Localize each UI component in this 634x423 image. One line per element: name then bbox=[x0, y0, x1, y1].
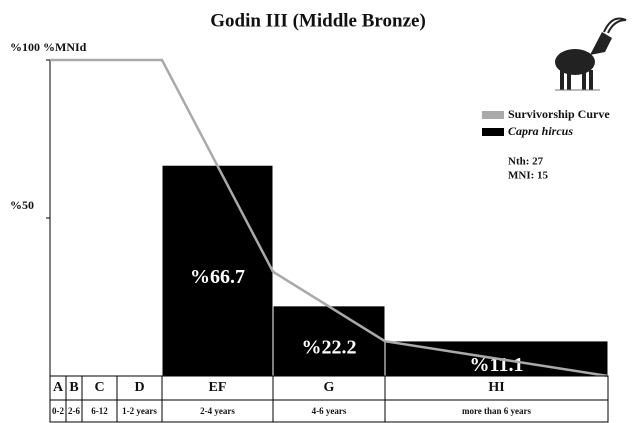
legend-swatch bbox=[482, 128, 504, 136]
category-label: B bbox=[69, 380, 78, 395]
category-table bbox=[49, 375, 609, 423]
age-range-label: more than 6 years bbox=[462, 406, 532, 416]
bar bbox=[161, 164, 274, 377]
legend-label: Survivorship Curve bbox=[508, 107, 610, 121]
y-tick-label: %50 bbox=[10, 198, 34, 212]
y-tick-label: %100 %MNId bbox=[10, 40, 87, 54]
category-label: G bbox=[324, 380, 335, 395]
survivorship-curve bbox=[50, 58, 609, 378]
age-range-label: 4-6 years bbox=[312, 406, 347, 416]
age-range-label: 6-12 bbox=[91, 406, 108, 416]
annotation: MNI: 15 bbox=[508, 170, 549, 182]
age-range-label: 0-2 bbox=[52, 406, 64, 416]
goat-icon bbox=[555, 17, 627, 91]
annotation: Nth: 27 bbox=[508, 156, 544, 168]
legend-swatch bbox=[482, 111, 504, 119]
age-range-label: 2-6 bbox=[68, 406, 80, 416]
chart-title: Godin III (Middle Bronze) bbox=[210, 10, 426, 31]
category-label: HI bbox=[488, 380, 504, 395]
category-label: D bbox=[134, 380, 144, 395]
category-label: C bbox=[94, 380, 104, 395]
category-label: A bbox=[53, 380, 64, 395]
value-label: %22.2 bbox=[302, 337, 357, 359]
age-range-label: 2-4 years bbox=[200, 406, 235, 416]
age-range-label: 1-2 years bbox=[122, 406, 157, 416]
legend-label: Capra hircus bbox=[508, 124, 573, 138]
category-label: EF bbox=[209, 380, 227, 395]
value-label: %66.7 bbox=[190, 266, 245, 288]
